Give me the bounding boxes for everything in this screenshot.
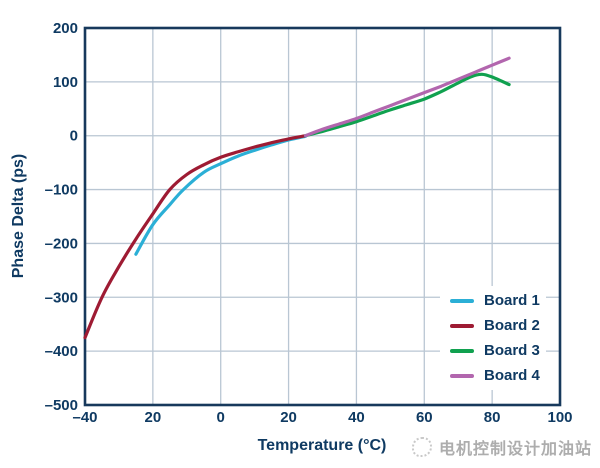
y-tick-label: –400 <box>45 343 78 360</box>
series-lines <box>83 56 511 340</box>
watermark: 电机控制设计加油站 <box>412 435 592 459</box>
watermark-text: 电机控制设计加油站 <box>439 441 593 458</box>
x-tick-label: 40 <box>348 409 365 426</box>
y-tick-label: 100 <box>53 74 78 91</box>
y-tick-label: –200 <box>45 235 78 252</box>
legend-label: Board 2 <box>484 317 540 334</box>
x-tick-label: 0 <box>217 409 225 426</box>
y-tick-label: –100 <box>45 182 78 199</box>
legend-item-board-4: Board 4 <box>450 363 540 388</box>
y-tick-label: 200 <box>53 20 78 37</box>
series-line-board-1 <box>134 134 308 256</box>
series-line-board-2 <box>83 134 308 340</box>
legend-label: Board 3 <box>484 342 540 359</box>
y-axis-title: Phase Delta (ps) <box>10 154 27 278</box>
x-tick-label: 60 <box>416 409 433 426</box>
legend-label: Board 4 <box>484 367 540 384</box>
x-tick-label: 80 <box>484 409 501 426</box>
series-line-board-4 <box>303 56 511 138</box>
legend-item-board-1: Board 1 <box>450 288 540 313</box>
x-tick-label: 100 <box>547 409 572 426</box>
tick-labels: –40 20 0 20 40 60 80 1002001000–100–200–300–400… <box>45 20 573 426</box>
y-tick-label: –300 <box>45 289 78 306</box>
x-tick-label: 20 <box>280 409 297 426</box>
legend-swatch <box>450 298 474 303</box>
plot-border <box>83 26 562 407</box>
grid-lines <box>85 28 560 405</box>
legend-swatch <box>450 373 474 378</box>
y-tick-label: –500 <box>45 397 78 414</box>
legend-item-board-3: Board 3 <box>450 338 540 363</box>
legend-item-board-2: Board 2 <box>450 313 540 338</box>
series-line-board-3 <box>303 72 511 138</box>
plot-border-rect <box>83 26 562 407</box>
legend-swatch <box>450 323 474 328</box>
y-tick-label: 0 <box>70 128 78 145</box>
x-axis-title: Temperature (°C) <box>258 437 387 454</box>
legend-swatch <box>450 348 474 353</box>
chart-legend: Board 1 Board 2 Board 3 Board 4 <box>440 286 546 390</box>
legend-label: Board 1 <box>484 292 540 309</box>
x-tick-label: –40 <box>72 409 97 426</box>
x-tick-label: 20 <box>145 409 162 426</box>
watermark-logo-icon <box>412 437 432 457</box>
